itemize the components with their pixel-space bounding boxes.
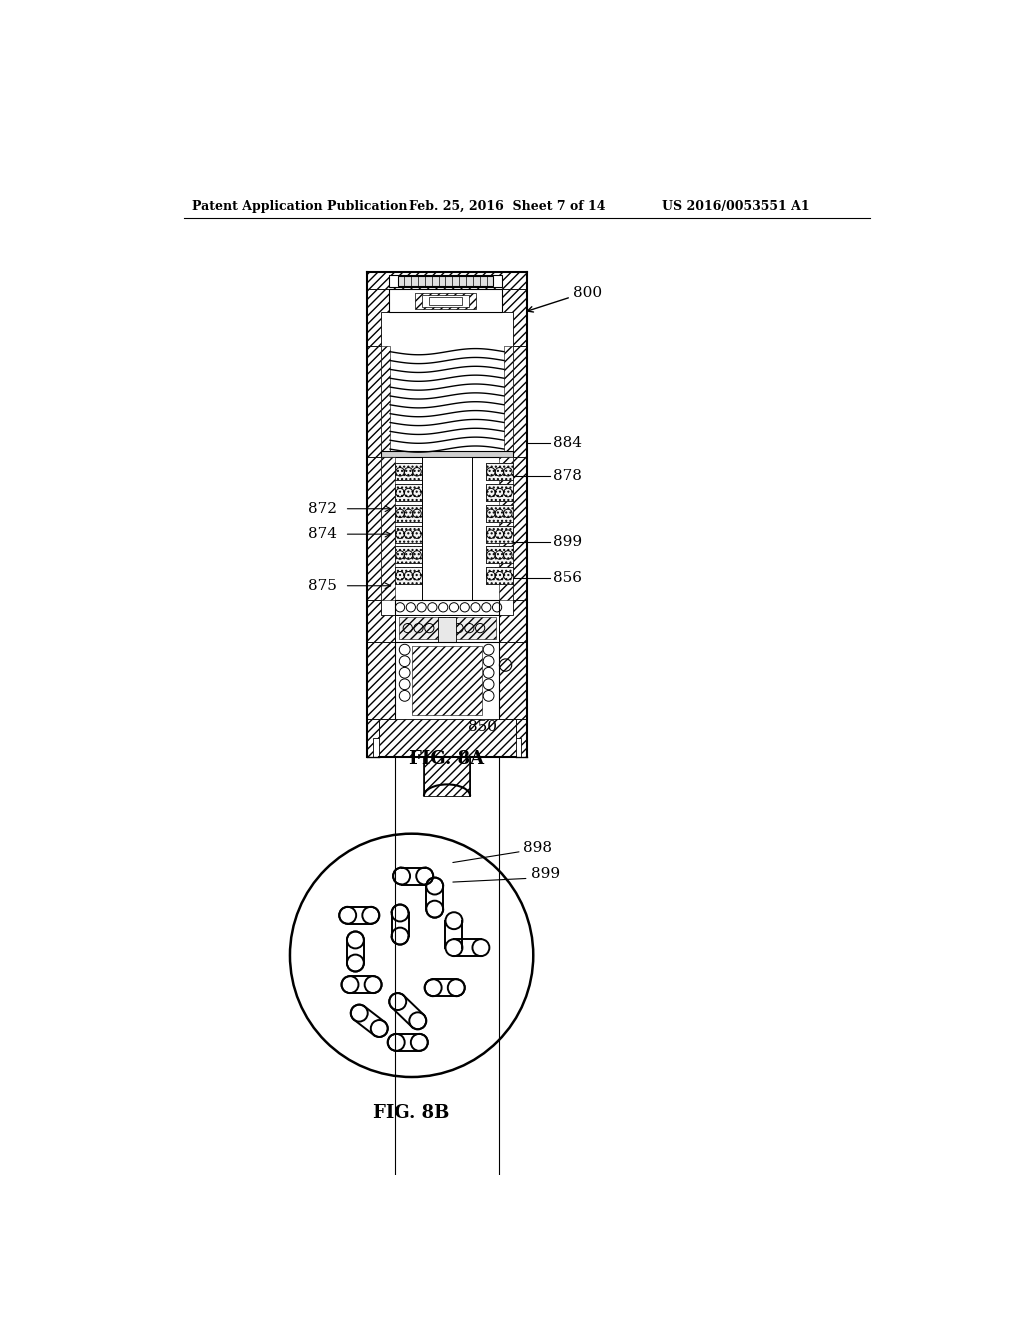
Text: 875: 875 [307,578,337,593]
Bar [500,457,513,599]
Bar [485,525,513,543]
Bar [485,506,513,521]
Bar [394,642,500,1203]
Bar [394,546,422,564]
Polygon shape [500,642,527,719]
Bar [394,484,422,502]
Text: Feb. 25, 2016  Sheet 7 of 14: Feb. 25, 2016 Sheet 7 of 14 [410,199,606,213]
Text: US 2016/0053551 A1: US 2016/0053551 A1 [662,199,810,213]
Bar [394,568,422,585]
Bar [398,618,444,639]
Text: 800: 800 [573,286,602,300]
Polygon shape [367,719,379,758]
Text: 856: 856 [553,572,582,585]
Text: FIG. 8A: FIG. 8A [410,750,484,768]
Bar [429,297,462,305]
Text: 878: 878 [553,470,582,483]
Polygon shape [515,719,527,758]
Bar [485,546,513,564]
Bar [394,484,422,502]
Bar [485,463,513,480]
Bar [485,546,513,564]
Bar [438,616,457,642]
Bar [394,525,422,543]
Bar [394,463,422,480]
Text: 850: 850 [468,719,497,734]
Text: Patent Application Publication: Patent Application Publication [193,199,408,213]
Bar [485,484,513,502]
Bar [381,451,513,457]
Text: 884: 884 [553,437,582,450]
Bar [485,506,513,521]
Polygon shape [500,599,527,642]
Bar [381,457,394,599]
Polygon shape [367,289,388,346]
Text: 898: 898 [523,841,552,854]
Bar [367,272,527,289]
Bar [485,463,513,480]
Bar [397,276,494,286]
Bar [379,719,515,758]
Bar [422,457,472,599]
Bar [388,276,503,286]
Text: 899: 899 [553,535,582,549]
Polygon shape [367,599,394,642]
Bar [485,525,513,543]
Bar [381,346,390,457]
Bar [394,568,422,585]
Bar [485,568,513,585]
Bar [394,615,500,642]
Bar [485,568,513,585]
Bar [394,506,422,521]
Text: 872: 872 [307,502,337,516]
Polygon shape [503,289,527,346]
Bar [367,346,381,457]
Bar [394,506,422,521]
Bar [450,618,496,639]
Bar [504,346,513,457]
Bar [513,346,527,457]
Bar [422,294,469,308]
Polygon shape [513,457,527,599]
Bar [416,293,475,309]
Bar [394,525,422,543]
Bar [394,546,422,564]
Bar [412,645,482,715]
Polygon shape [367,457,381,599]
Text: 899: 899 [531,867,560,882]
Polygon shape [367,642,394,719]
Text: 874: 874 [307,527,337,541]
Text: FIG. 8B: FIG. 8B [374,1105,450,1122]
Bar [424,758,470,796]
Bar [394,463,422,480]
Bar [388,289,503,313]
Bar [485,484,513,502]
Bar [394,599,500,615]
